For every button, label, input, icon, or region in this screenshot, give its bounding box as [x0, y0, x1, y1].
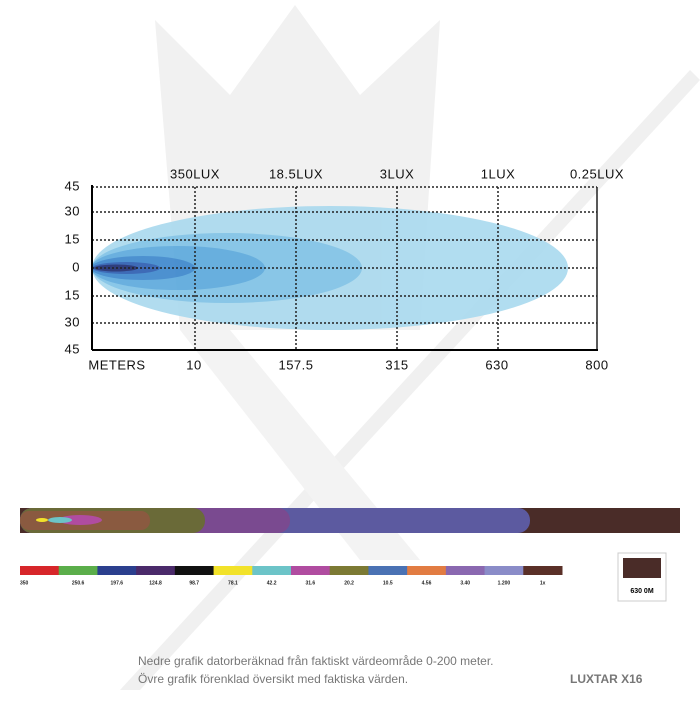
scale-label: 350	[20, 580, 29, 586]
scale-swatch	[136, 566, 176, 575]
watermark-stroke	[120, 70, 700, 690]
note: Nedre grafik datorberäknad från faktiskt…	[138, 654, 494, 668]
strip-zone	[48, 517, 72, 523]
distance-label: 800	[585, 357, 608, 372]
scale-label: 250.6	[72, 580, 85, 586]
distance-label: 315	[385, 357, 408, 372]
computed-strip	[20, 508, 680, 533]
lux-label: 1LUX	[481, 166, 516, 181]
scale-label: 124.8	[149, 580, 162, 586]
brand: LUXTAR X16	[570, 672, 643, 686]
scale-swatch	[97, 566, 137, 575]
scale-swatch	[174, 566, 215, 575]
scale-swatch	[484, 566, 524, 575]
scale-swatch	[291, 566, 331, 575]
scale-label: 4.56	[422, 580, 432, 586]
lux-label: 0.25LUX	[570, 166, 624, 181]
lux-label: 18.5LUX	[269, 166, 323, 181]
scale-label: 31.6	[305, 580, 315, 586]
scale-label: 3.40	[460, 580, 470, 586]
y-label: 45	[65, 178, 80, 193]
scale-label: 42.2	[267, 580, 277, 586]
legend-swatch	[623, 558, 661, 578]
scale-swatch	[445, 566, 486, 575]
strip-zone	[58, 515, 102, 525]
watermark-stroke	[180, 330, 420, 560]
distance-label: METERS	[88, 357, 145, 372]
scale-label: 1x	[540, 580, 546, 586]
y-label: 30	[65, 314, 80, 329]
grid	[92, 186, 598, 350]
y-label: 15	[65, 231, 80, 246]
scale-label: 98.7	[189, 580, 199, 586]
scale-swatch	[368, 566, 408, 575]
distance-label: 157.5	[278, 357, 313, 372]
y-label: 45	[65, 341, 80, 356]
y-label: 30	[65, 203, 80, 218]
scale-label: 10.5	[383, 580, 393, 586]
y-label: 0	[72, 259, 80, 274]
color-scale: 350 250.6 197.6 124.8 98.7 78.1 42.2 31.6 20.2 10…	[20, 566, 563, 586]
distance-label: 630	[485, 357, 508, 372]
scale-swatch	[523, 566, 563, 575]
scale-label: 78.1	[228, 580, 238, 586]
scale-swatch	[329, 566, 369, 575]
lux-label: 350LUX	[170, 166, 220, 181]
y-label: 15	[65, 287, 80, 302]
box-label: 630 0M	[630, 588, 654, 595]
scale-label: 197.6	[111, 580, 124, 586]
scale-swatch	[58, 566, 98, 575]
scale-swatch	[213, 566, 253, 575]
scale-swatch	[252, 566, 292, 575]
scale-swatch	[407, 566, 447, 575]
scale-label: 20.2	[344, 580, 354, 586]
scale-label: 1.200	[498, 580, 511, 586]
strip-zone	[36, 518, 48, 522]
distance-label: 10	[186, 357, 201, 372]
scale-swatch	[20, 566, 60, 575]
lux-label: 3LUX	[380, 166, 415, 181]
note: Övre grafik förenklad översikt med fakti…	[138, 672, 408, 686]
